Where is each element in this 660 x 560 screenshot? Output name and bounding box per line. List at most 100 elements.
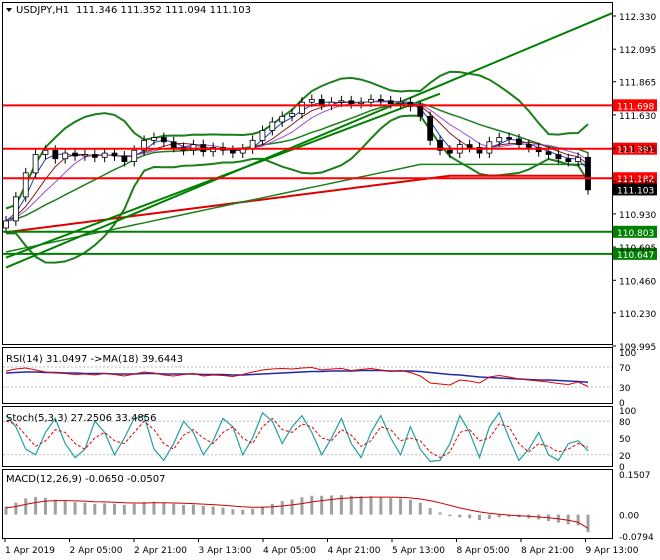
candle-body — [190, 144, 197, 151]
candle-body — [318, 98, 325, 106]
macd-tick-label: 0.00 — [619, 512, 639, 522]
rsi-tick-label: 30 — [619, 384, 631, 394]
rsi-tick-label: 100 — [619, 349, 636, 359]
time-tick-label: 5 Apr 13:00 — [392, 546, 445, 556]
price-tick-label: 111.160 — [619, 178, 656, 188]
macd-panel[interactable] — [2, 469, 613, 539]
level-label-box — [613, 142, 657, 155]
candle-body — [32, 154, 39, 174]
level-label-box — [613, 225, 657, 238]
candle-body — [101, 152, 108, 158]
time-tick-label: 8 Apr 21:00 — [521, 546, 574, 556]
candle-body — [42, 149, 49, 155]
rsi-tick-label: 70 — [619, 364, 631, 374]
candle-body — [358, 101, 365, 105]
time-tick-label: 3 Apr 13:00 — [199, 546, 252, 556]
candle-body — [348, 100, 355, 105]
time-tick-label: 1 Apr 2019 — [5, 546, 55, 556]
macd-title: MACD(12,26,9) -0.0650 -0.0507 — [6, 474, 166, 485]
rsi-line — [5, 366, 589, 387]
candle-body — [516, 138, 522, 146]
level-label: 111.698 — [617, 102, 654, 112]
rsi-panel[interactable] — [2, 347, 613, 404]
candle-body — [269, 121, 276, 131]
candle-body — [466, 144, 473, 148]
level-label-box — [613, 99, 657, 112]
price-tick-label: 111.865 — [619, 79, 656, 89]
candle-body — [506, 137, 512, 140]
candle-body — [377, 98, 384, 102]
price-tick-label: 109.995 — [619, 343, 656, 353]
stoch-d-line — [5, 417, 589, 459]
price-tick-label: 111.630 — [619, 112, 656, 122]
candle-body — [525, 144, 532, 148]
candle-body — [121, 155, 128, 162]
price-tick-label: 110.930 — [619, 211, 656, 221]
price-symbol: USDJPY,H1 — [16, 5, 69, 16]
price-ohlc: 111.346 111.352 111.094 111.103 — [76, 5, 251, 16]
trendline-short — [5, 92, 441, 259]
candle-body — [141, 139, 148, 151]
candle-body — [545, 151, 552, 155]
price-tick-label: 111.395 — [619, 145, 656, 155]
collapse-triangle-icon[interactable] — [6, 8, 12, 12]
time-tick-label: 2 Apr 05:00 — [70, 546, 123, 556]
candle-body — [131, 149, 138, 162]
candle-body — [151, 137, 157, 141]
level-label-box — [613, 247, 657, 260]
candle-body — [368, 98, 374, 103]
price-tick-label: 110.230 — [619, 310, 656, 320]
candle-body — [397, 101, 404, 105]
price-tick-label: 110.460 — [619, 277, 656, 287]
rsi-title: RSI(14) 31.0497 ->MA(18) 39.6443 — [6, 354, 183, 365]
time-tick-label: 4 Apr 05:00 — [263, 546, 316, 556]
candle-body — [22, 172, 29, 198]
stoch-tick-label: 80 — [619, 418, 631, 428]
stoch-plot — [3, 411, 612, 463]
candle-body — [446, 149, 453, 154]
time-tick-label: 9 Apr 13:00 — [586, 546, 639, 556]
candle-body — [486, 141, 493, 154]
trendline-long — [5, 12, 613, 269]
ma-long-red — [5, 174, 588, 234]
candle-body — [338, 100, 345, 103]
macd-tick-label: 0.1507 — [619, 471, 651, 481]
macd-tick-label: -0.0794 — [619, 533, 654, 543]
current-price-label: 111.103 — [617, 186, 654, 196]
time-tick-label: 2 Apr 21:00 — [134, 546, 187, 556]
price-panel[interactable] — [2, 2, 613, 345]
candle-body — [308, 98, 315, 103]
current-price-box — [613, 183, 657, 196]
candle-body — [259, 130, 266, 141]
stoch-panel[interactable] — [2, 406, 613, 467]
candle-body — [575, 156, 582, 162]
candle-body — [565, 158, 572, 162]
stoch-tick-label: 20 — [619, 452, 631, 462]
candle-body — [3, 220, 9, 229]
candle-body — [299, 101, 305, 114]
level-label: 110.647 — [617, 251, 654, 261]
candle-body — [289, 113, 295, 117]
candle-body — [496, 137, 503, 143]
bollinger-middle-band — [5, 102, 589, 222]
candle-body — [585, 156, 591, 191]
stoch-tick-label: 50 — [619, 435, 631, 445]
price-tick-label: 112.095 — [619, 46, 656, 56]
candle-body — [249, 139, 256, 150]
stoch-tick-label: 100 — [619, 407, 636, 417]
time-tick-label: 4 Apr 21:00 — [328, 546, 381, 556]
candle-body — [170, 141, 177, 148]
rsi-plot — [3, 366, 612, 388]
stoch-tick-label: 0 — [619, 463, 625, 473]
level-label: 111.182 — [617, 175, 654, 185]
level-label: 110.803 — [617, 229, 654, 239]
macd-plot — [4, 495, 590, 533]
time-tick-label: 8 Apr 05:00 — [457, 546, 510, 556]
candle-body — [82, 154, 88, 157]
candle-body — [427, 115, 434, 141]
price-tick-label: 112.330 — [619, 13, 656, 23]
rsi-tick-label: 0 — [619, 399, 625, 409]
level-label: 111.391 — [617, 146, 654, 156]
candle-body — [62, 152, 69, 160]
